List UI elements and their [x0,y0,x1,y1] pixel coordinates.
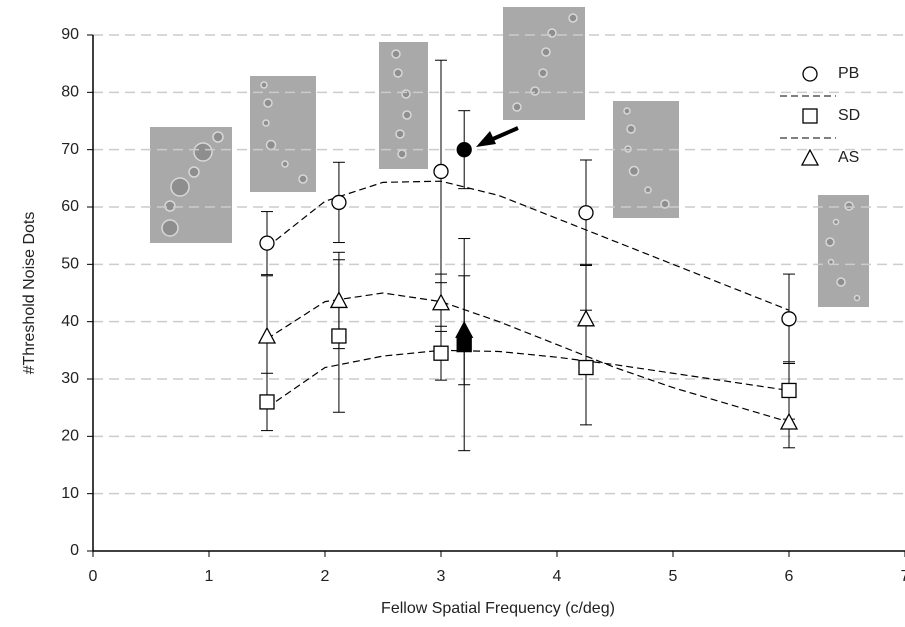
thumbnail [250,76,316,192]
y-tick-label: 50 [61,256,79,273]
marker [331,328,347,344]
marker [781,311,797,327]
fit-line [266,180,790,311]
x-tick-label: 7 [901,568,905,585]
legend-marker [802,108,818,124]
y-tick-label: 0 [70,542,79,559]
marker [781,382,797,399]
marker [779,412,799,430]
legend-label: PB [838,65,859,82]
marker [578,359,594,376]
marker [331,194,347,211]
legend-label: SD [838,107,860,124]
marker [576,309,596,327]
y-axis-title: #Threshold Noise Dots [21,212,38,375]
marker [431,293,451,311]
y-tick-label: 20 [61,428,79,445]
x-tick-label: 5 [669,568,678,585]
marker [329,291,349,309]
arrow [476,126,519,147]
y-tick-label: 60 [61,198,79,215]
x-tick-label: 4 [553,568,562,585]
x-tick-label: 2 [321,568,330,585]
fit-line [266,292,790,423]
x-tick-label: 1 [205,568,214,585]
marker [433,163,449,180]
stimulus-thumbnails [150,7,869,307]
thumbnail [613,101,679,218]
thumbnail [503,7,585,120]
fit-line [266,349,790,409]
thumbnail [150,127,232,243]
x-tick-label: 3 [437,568,446,585]
marker [456,336,472,353]
marker [455,320,474,338]
x-axis-title: Fellow Spatial Frequency (c/deg) [381,600,615,617]
x-tick-label: 6 [785,568,794,585]
y-tick-label: 80 [61,84,79,101]
marker [456,142,472,158]
legend-marker [802,66,818,82]
y-tick-label: 90 [61,26,79,43]
y-tick-label: 30 [61,370,79,387]
legend-label: AS [838,149,859,166]
marker [259,394,275,410]
legend-marker [800,148,820,166]
y-tick-label: 10 [61,485,79,502]
thumbnail [818,195,869,307]
marker [259,235,275,251]
marker [257,326,277,344]
y-tick-label: 70 [61,141,79,158]
marker [433,345,449,361]
x-tick-label: 0 [89,568,98,585]
marker [578,205,594,221]
y-tick-label: 40 [61,313,79,330]
